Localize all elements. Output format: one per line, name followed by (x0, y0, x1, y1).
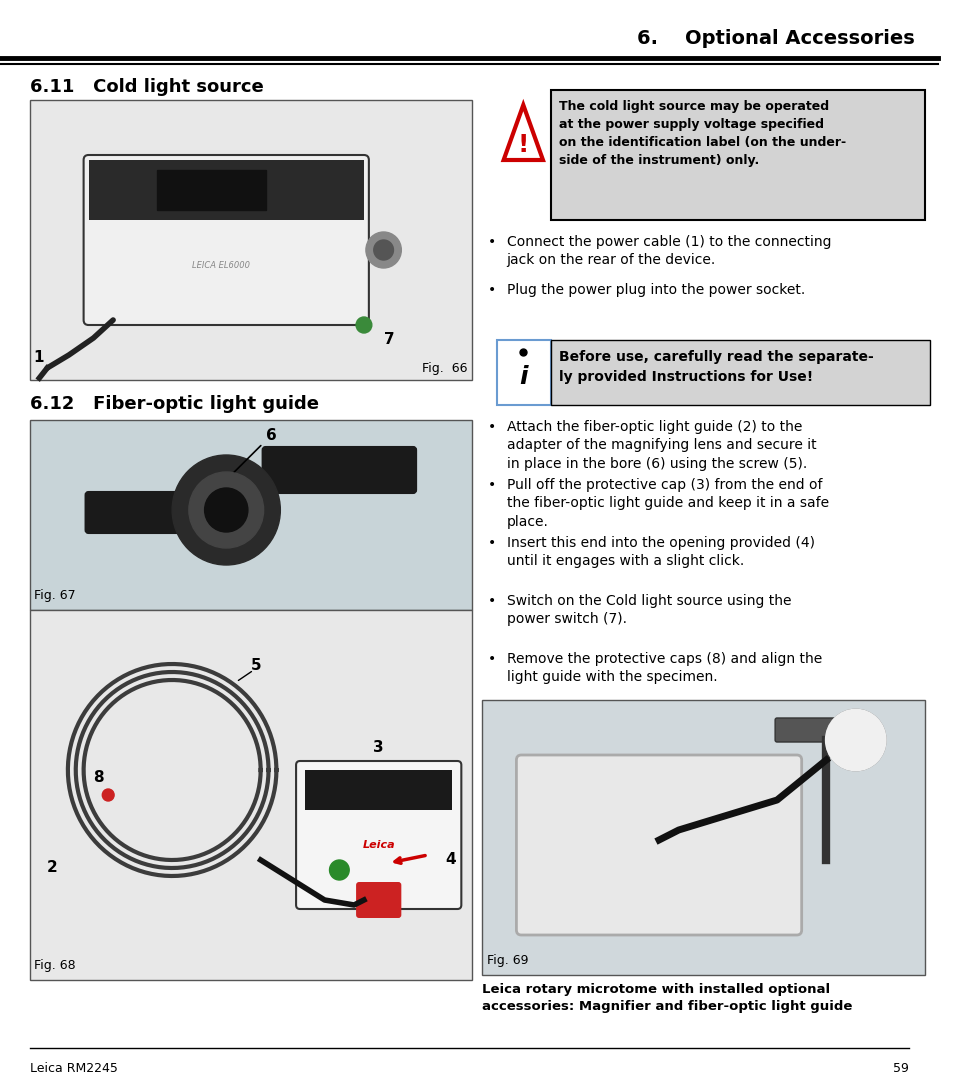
FancyBboxPatch shape (516, 755, 801, 935)
Text: i: i (518, 365, 527, 389)
Text: 7: 7 (383, 333, 394, 348)
FancyBboxPatch shape (86, 492, 210, 534)
FancyBboxPatch shape (89, 160, 363, 220)
Text: •: • (487, 235, 496, 249)
Circle shape (172, 455, 280, 565)
Text: Leica RM2245: Leica RM2245 (30, 1062, 117, 1075)
Text: Plug the power plug into the power socket.: Plug the power plug into the power socke… (506, 283, 804, 297)
FancyBboxPatch shape (30, 420, 472, 610)
Text: Before use, carefully read the separate-
ly provided Instructions for Use!: Before use, carefully read the separate-… (558, 350, 873, 383)
FancyBboxPatch shape (30, 610, 472, 980)
Text: 59: 59 (892, 1062, 908, 1075)
Text: Insert this end into the opening provided (4)
until it engages with a slight cli: Insert this end into the opening provide… (506, 536, 814, 568)
Text: 6.    Optional Accessories: 6. Optional Accessories (637, 29, 914, 48)
Circle shape (204, 488, 248, 532)
Text: 5: 5 (251, 658, 261, 673)
Text: Fig. 67: Fig. 67 (34, 589, 76, 602)
Text: 3: 3 (373, 740, 384, 755)
Text: 6.11   Cold light source: 6.11 Cold light source (30, 78, 263, 96)
Circle shape (329, 860, 349, 880)
Text: 4: 4 (445, 852, 456, 867)
Text: Fig.  66: Fig. 66 (421, 362, 467, 375)
FancyBboxPatch shape (481, 700, 923, 975)
FancyBboxPatch shape (295, 761, 461, 909)
FancyBboxPatch shape (774, 718, 877, 742)
Circle shape (355, 318, 372, 333)
Text: •: • (487, 478, 496, 492)
FancyBboxPatch shape (497, 340, 550, 405)
FancyBboxPatch shape (550, 90, 923, 220)
Text: 1: 1 (33, 350, 44, 365)
FancyBboxPatch shape (84, 156, 369, 325)
FancyBboxPatch shape (550, 340, 928, 405)
FancyBboxPatch shape (355, 882, 401, 918)
Text: Leica: Leica (362, 840, 395, 850)
Text: The cold light source may be operated
at the power supply voltage specified
on t: The cold light source may be operated at… (558, 100, 845, 167)
Text: Switch on the Cold light source using the
power switch (7).: Switch on the Cold light source using th… (506, 594, 790, 626)
Text: 2: 2 (47, 861, 58, 876)
Text: •: • (487, 283, 496, 297)
Text: Fig. 68: Fig. 68 (34, 959, 76, 972)
FancyBboxPatch shape (157, 170, 265, 210)
Text: Leica rotary microtome with installed optional
accessories: Magnifier and fiber-: Leica rotary microtome with installed op… (481, 983, 851, 1013)
Circle shape (366, 232, 401, 268)
Text: Fig. 69: Fig. 69 (486, 954, 528, 967)
Circle shape (189, 472, 263, 548)
Text: 6: 6 (228, 428, 276, 478)
Text: Pull off the protective cap (3) from the end of
the fiber-optic light guide and : Pull off the protective cap (3) from the… (506, 478, 828, 529)
Text: Remove the protective caps (8) and align the
light guide with the specimen.: Remove the protective caps (8) and align… (506, 652, 821, 685)
Text: 6.12   Fiber-optic light guide: 6.12 Fiber-optic light guide (30, 395, 318, 413)
Text: 8: 8 (93, 770, 104, 785)
Text: •: • (487, 420, 496, 434)
Circle shape (374, 240, 393, 260)
FancyBboxPatch shape (30, 100, 472, 380)
Text: Attach the fiber-optic light guide (2) to the
adapter of the magnifying lens and: Attach the fiber-optic light guide (2) t… (506, 420, 816, 471)
Text: •: • (487, 594, 496, 608)
Text: !: ! (517, 133, 528, 157)
Text: •: • (487, 536, 496, 550)
FancyBboxPatch shape (262, 447, 416, 492)
Circle shape (825, 710, 884, 770)
Polygon shape (503, 105, 542, 160)
Text: Connect the power cable (1) to the connecting
jack on the rear of the device.: Connect the power cable (1) to the conne… (506, 235, 830, 268)
Text: LEICA EL6000: LEICA EL6000 (193, 260, 250, 270)
Text: •: • (487, 652, 496, 666)
FancyBboxPatch shape (305, 770, 452, 810)
Circle shape (102, 789, 114, 801)
